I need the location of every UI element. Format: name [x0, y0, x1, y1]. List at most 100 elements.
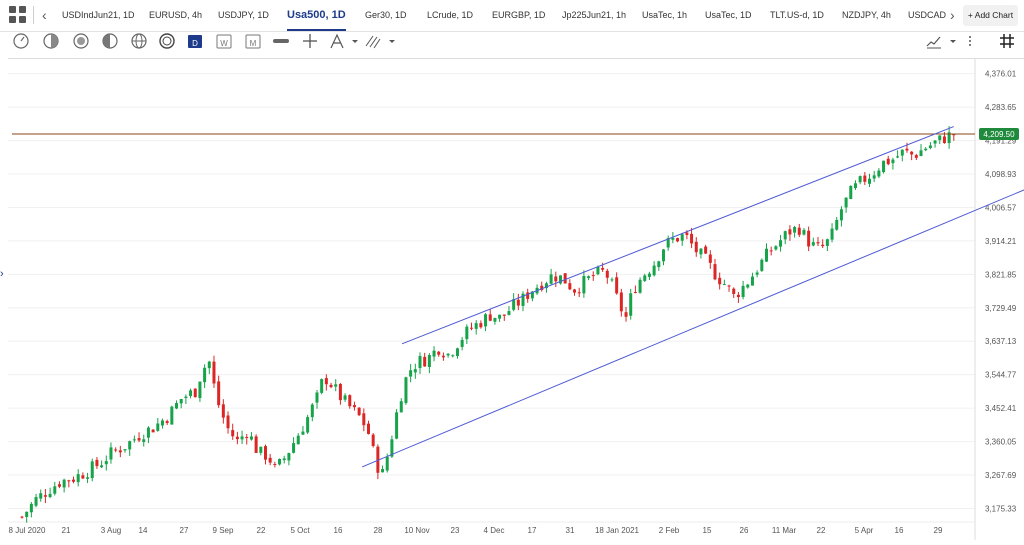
tab-tlt-us-d-1d[interactable]: TLT.US-d, 1D [770, 10, 824, 20]
candle-body [830, 228, 834, 240]
candle-body [601, 267, 605, 270]
candle-body [362, 413, 366, 426]
globe-icon[interactable] [72, 32, 90, 52]
candle-body [268, 457, 272, 463]
calendar-week-icon[interactable]: W [215, 32, 233, 52]
tab-eurgbp-1d[interactable]: EURGBP, 1D [492, 10, 546, 20]
tab-usa500-1d[interactable]: Usa500, 1D [287, 0, 346, 31]
crosshair-grid-icon[interactable] [998, 32, 1016, 52]
x-tick-label: 16 [895, 526, 904, 535]
candle-body [516, 299, 520, 306]
candle-body [231, 430, 235, 437]
candle-body [334, 384, 338, 387]
candle-body [933, 140, 937, 144]
candle-body [189, 390, 193, 397]
style-dropdown-icon[interactable] [944, 32, 956, 52]
candle-body [582, 275, 586, 294]
candle-body [863, 175, 867, 182]
crosshair-icon[interactable] [301, 32, 319, 52]
tab-usatec-1h[interactable]: UsaTec, 1h [642, 10, 688, 20]
candle-body [708, 254, 712, 263]
tab-usdcad[interactable]: USDCAD [908, 10, 947, 20]
candle-body [891, 159, 895, 164]
candle-body [783, 231, 787, 240]
candle-body [25, 511, 29, 518]
link-icon[interactable] [272, 32, 290, 52]
chart-style-icon[interactable] [925, 32, 943, 52]
candle-body [81, 475, 85, 479]
tab-lcrude-1d[interactable]: LCrude, 1D [427, 10, 474, 20]
candle-body [493, 317, 497, 322]
more-options-icon[interactable] [961, 32, 971, 52]
channel-upper-line[interactable] [401, 126, 954, 345]
x-tick-label: 3 Aug [101, 526, 121, 535]
candle-body [938, 135, 942, 141]
candle-body [694, 241, 698, 253]
candle-body [727, 285, 731, 287]
candle-body [764, 248, 768, 262]
pen-dropdown-icon[interactable] [346, 32, 358, 52]
y-tick-label: 4,376.01 [985, 70, 1017, 79]
candle-body [142, 439, 146, 443]
candle-body [329, 384, 333, 388]
drawing-toolbar: D W M [0, 32, 1024, 54]
tab-usdindjun21-1d[interactable]: USDIndJun21, 1D [62, 10, 135, 20]
add-chart-button[interactable]: + Add Chart [963, 5, 1018, 26]
candle-body [245, 436, 249, 439]
tab-usdjpy-1d[interactable]: USDJPY, 1D [218, 10, 269, 20]
tab-nzdjpy-4h[interactable]: NZDJPY, 4h [842, 10, 891, 20]
candle-body [465, 326, 469, 340]
candle-body [455, 348, 459, 357]
x-tick-label: 14 [139, 526, 148, 535]
candle-body [526, 292, 530, 299]
candle-body [29, 503, 33, 513]
half-moon-icon[interactable] [101, 32, 119, 52]
candle-body [825, 239, 829, 246]
candle-body [638, 279, 642, 293]
calendar-day-icon[interactable]: D [186, 32, 204, 52]
half-circle-icon[interactable] [42, 32, 60, 52]
candle-body [769, 250, 773, 252]
expand-panel-chevron-icon[interactable]: › [0, 268, 4, 280]
pen-icon[interactable] [328, 32, 346, 52]
chart-svg[interactable]: 4,376.01 4,283.65 4,191.29 4,098.93 4,006.57… [8, 59, 1024, 540]
tabs-next-arrow-icon[interactable]: › [950, 7, 955, 23]
candle-body [474, 323, 478, 329]
x-tick-label: 29 [934, 526, 943, 535]
calendar-month-icon[interactable]: M [244, 32, 262, 52]
candle-body [755, 272, 759, 275]
candle-body [292, 443, 296, 453]
channel-lower-line[interactable] [361, 188, 1024, 468]
candle-body [418, 356, 422, 369]
last-price-badge [979, 127, 1019, 140]
clock-icon[interactable] [12, 32, 30, 52]
candle-body [95, 459, 99, 467]
candle-body [226, 415, 230, 429]
candle-body [699, 248, 703, 255]
candle-body [624, 312, 628, 317]
candle-body [395, 412, 399, 439]
candle-body [942, 136, 946, 144]
x-tick-label: 22 [817, 526, 826, 535]
chart-layout-grid-icon[interactable] [8, 5, 28, 25]
candle-body [868, 178, 872, 184]
tabs-prev-arrow-icon[interactable]: ‹ [42, 7, 47, 23]
candle-body [160, 420, 164, 426]
candle-body [100, 465, 104, 468]
grid-globe-icon[interactable] [130, 32, 148, 52]
lines-dropdown-icon[interactable] [383, 32, 395, 52]
candle-body [48, 493, 52, 497]
candle-body [151, 429, 155, 433]
tab-eurusd-4h[interactable]: EURUSD, 4h [149, 10, 203, 20]
tab-ger30-1d[interactable]: Ger30, 1D [365, 10, 407, 20]
tab-usatec-1d[interactable]: UsaTec, 1D [705, 10, 752, 20]
tab-jp225jun21-1h[interactable]: Jp225Jun21, 1h [562, 10, 627, 20]
x-tick-label: 5 Apr [855, 526, 874, 535]
price-chart[interactable]: 4,376.01 4,283.65 4,191.29 4,098.93 4,006.57… [8, 58, 1024, 540]
candle-body [470, 327, 474, 329]
draw-lines-icon[interactable] [364, 32, 382, 52]
candle-body [409, 370, 413, 377]
candle-body [324, 378, 328, 385]
candle-body [404, 377, 408, 403]
dollar-circle-icon[interactable] [158, 32, 176, 52]
